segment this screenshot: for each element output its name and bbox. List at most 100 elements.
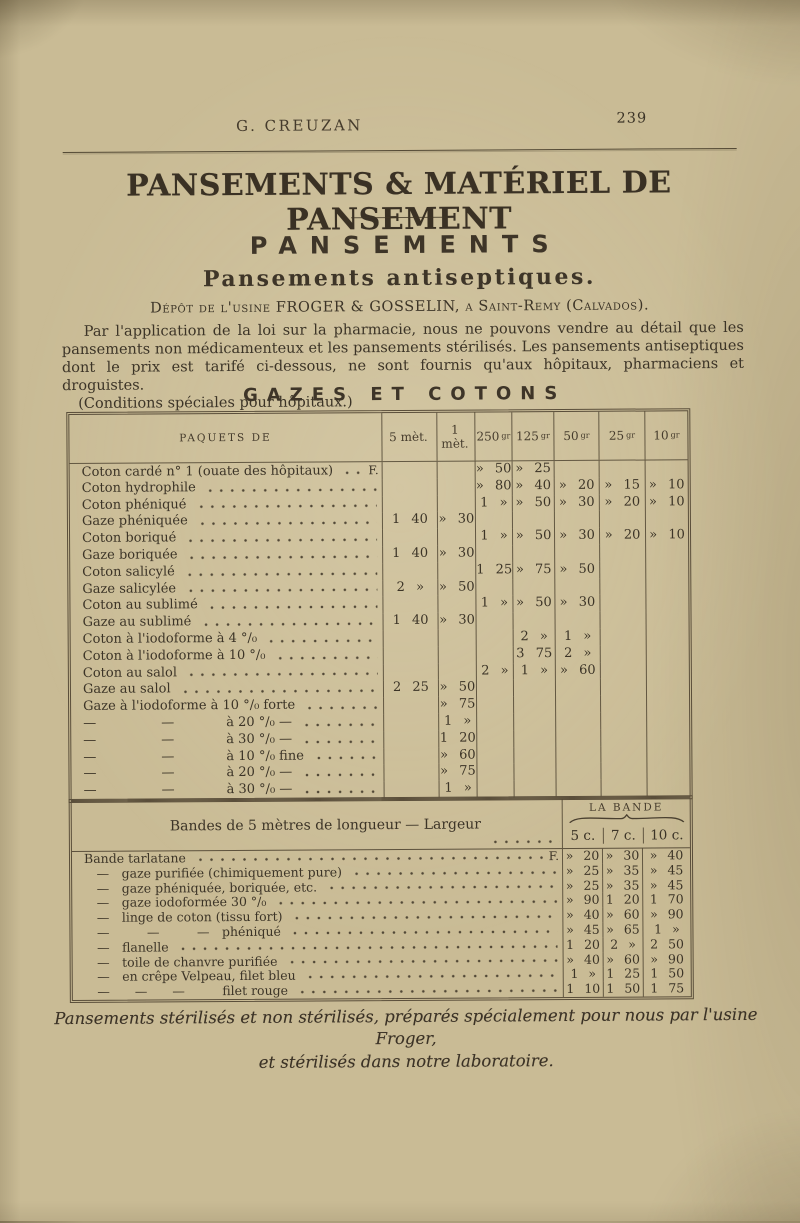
product-label: — toile de chanvre purifiée (84, 953, 278, 970)
price-250gr (474, 511, 512, 529)
price-50gr (555, 779, 601, 797)
dotted-leader (310, 747, 379, 765)
price-50gr: » 20 (553, 477, 599, 495)
unit-superscript: gr (580, 430, 590, 440)
dotted-leader (198, 613, 378, 632)
dotted-leader (264, 630, 378, 648)
price-25gr: » 15 (598, 477, 645, 495)
product-label-cell: Gaze boriquée (70, 546, 382, 565)
price-10gr (644, 510, 688, 528)
price-50gr: 1 » (554, 628, 600, 646)
product-label: Gaze à l'iodoforme à 10 °/₀ forte (83, 697, 296, 715)
price-10c: » 40 (641, 848, 691, 864)
column-header-text: 10 (653, 428, 669, 443)
price-5met (383, 764, 439, 782)
price-125gr (513, 696, 556, 714)
dotted-leader (302, 967, 558, 984)
price-250gr (475, 646, 513, 664)
price-250gr (475, 629, 513, 647)
dotted-leader (299, 781, 379, 799)
product-label-cell: Coton au sublimé (70, 596, 382, 615)
product-label: — — — phéniqué (84, 923, 281, 940)
product-label-cell: Coton au salol (71, 663, 383, 683)
price-1met (437, 646, 476, 664)
price-7c: » 35 (602, 878, 643, 894)
product-label: Coton hydrophile (81, 480, 196, 496)
franc-mark: F. (548, 849, 560, 864)
price-50gr (555, 712, 601, 730)
product-label: Gaze salicylée (82, 580, 177, 597)
la-bande-group-header: LA BANDE 5 c. 7 c. 10 c. (561, 798, 690, 849)
dotted-leader (294, 982, 558, 999)
price-1met: 1 » (438, 780, 477, 798)
price-50gr: » 60 (554, 662, 600, 680)
price-125gr: » 50 (512, 595, 555, 613)
price-10gr (645, 661, 689, 679)
dotted-leader (183, 579, 378, 598)
price-50gr (555, 729, 601, 747)
price-5met (383, 747, 439, 765)
price-1met: » 30 (436, 511, 475, 529)
dotted-leader (284, 952, 558, 970)
price-7c: 1 25 (602, 966, 643, 982)
dotted-leader (193, 495, 377, 514)
dotted-leader (487, 799, 560, 849)
column-header-1met: 1 mèt. (436, 412, 475, 461)
price-10c: » 45 (642, 863, 691, 879)
price-1met (436, 528, 476, 546)
price-1met: 1 » (438, 713, 477, 731)
price-50gr (554, 611, 600, 630)
price-5met (383, 696, 439, 715)
unit-superscript: gr (670, 430, 680, 440)
price-10gr (646, 745, 690, 763)
subsection-heading: Pansements antiseptiques. (202, 263, 597, 293)
column-header-text: 5 mèt. (389, 429, 428, 445)
price-50gr: » 30 (553, 527, 600, 546)
price-125gr: » 75 (512, 561, 555, 579)
price-5met (382, 629, 438, 647)
price-5met (382, 663, 438, 681)
price-5c: » 20 (561, 848, 603, 864)
price-1met: » 30 (437, 612, 476, 630)
price-125gr (511, 511, 554, 529)
price-10gr (644, 460, 688, 478)
product-label: — gaze iodoformée 30 °/₀ (84, 894, 267, 911)
column-header-250gr: 250 gr (474, 412, 512, 461)
price-50gr: 2 » (554, 645, 600, 663)
price-7c: » 60 (602, 907, 643, 923)
section-heading: PANSEMENTS (249, 230, 562, 260)
dotted-leader (181, 562, 378, 581)
dotted-leader (177, 680, 379, 699)
price-5met: 2 » (382, 579, 438, 597)
price-25gr (600, 779, 647, 797)
price-125gr (513, 763, 556, 781)
price-1met: » 75 (438, 696, 477, 714)
dotted-leader (183, 663, 378, 682)
price-250gr: » 50 (474, 461, 512, 479)
price-10gr (645, 645, 689, 663)
price-125gr (512, 612, 555, 630)
price-7c: » 35 (602, 863, 643, 879)
price-250gr (475, 578, 513, 596)
price-1met (437, 595, 476, 613)
price-10gr (646, 712, 690, 730)
price-25gr (600, 746, 647, 764)
price-50gr: » 50 (554, 561, 600, 579)
page-title: PANSEMENTS & MATÉRIEL DE PANSEMENT (126, 165, 672, 238)
product-label-cell: Coton cardé n° 1 (ouate des hôpitaux) F. (70, 462, 382, 481)
price-25gr (599, 544, 646, 562)
price-250gr (476, 780, 514, 798)
column-header-10gr: 10 gr (644, 411, 688, 460)
dotted-leader (273, 893, 558, 910)
price-250gr: 1 » (474, 528, 513, 546)
column-header-text: 50 (563, 428, 579, 444)
price-7c: » 60 (602, 952, 643, 968)
price-25gr (600, 712, 647, 730)
product-label-cell: Coton phéniqué (70, 495, 382, 515)
price-1met: » 50 (437, 679, 477, 697)
price-1met (436, 478, 475, 496)
product-label: Bande tarlatane (83, 850, 186, 866)
price-25gr (600, 762, 647, 780)
price-125gr: 2 » (512, 629, 555, 647)
product-label: Coton phéniqué (81, 496, 187, 513)
